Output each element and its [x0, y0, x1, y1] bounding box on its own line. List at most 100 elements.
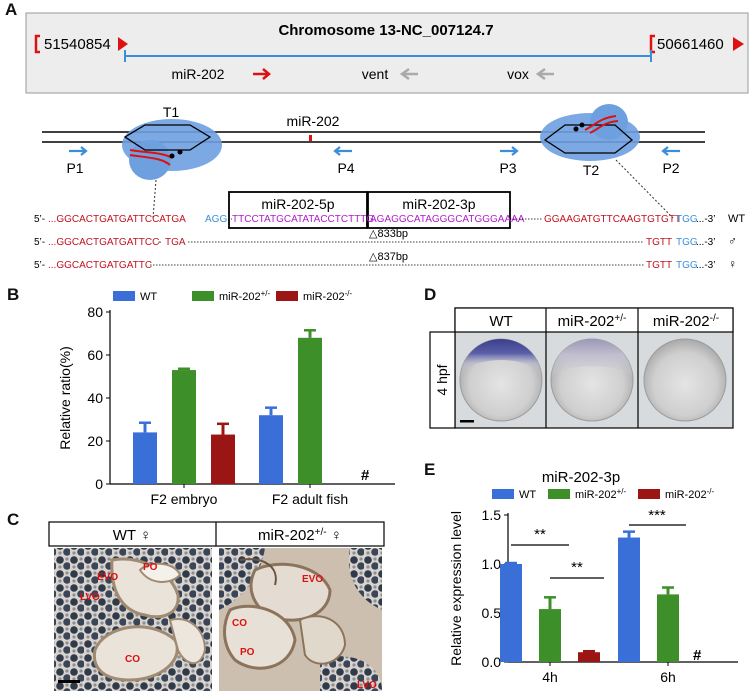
c-left-lvo: LVO: [80, 592, 100, 603]
svg-text:5’-: 5’-: [34, 237, 45, 248]
talen-t1: [122, 119, 222, 180]
gene-vox: vox: [507, 66, 529, 82]
y-tick-label-1: 20: [87, 433, 103, 449]
primer-p3: P3: [499, 160, 516, 176]
bar-0-2: [211, 434, 235, 484]
mir202-5p-box: [228, 191, 368, 229]
legend-label-0: WT: [140, 291, 157, 303]
bar-0-1: [539, 609, 561, 662]
legend-swatch-1: [192, 291, 214, 301]
d-header-het: miR-202+/-: [558, 313, 627, 331]
right-coord: 50661460: [657, 36, 724, 53]
mir202-5p-label: miR-202-5p: [261, 196, 334, 212]
svg-text:△833bp: △833bp: [369, 228, 408, 240]
primer-p3-arrow-icon: [500, 146, 519, 156]
svg-text:TGTT: TGTT: [646, 260, 672, 271]
y-tick-label-0: 0: [95, 476, 103, 492]
primer-p2: P2: [662, 160, 679, 176]
gene-vent: vent: [362, 66, 389, 82]
primer-p2-arrow-icon: [661, 146, 680, 156]
svg-text:...GGCACTGATGATTC: ...GGCACTGATGATTC: [48, 260, 152, 271]
panel-b-label: B: [7, 285, 20, 304]
legend-swatch-2: [276, 291, 298, 301]
chromosome-box: [25, 12, 749, 94]
chart-e: miR-202-3p WT miR-202+/- miR-202-/- 0.0 0.5 1.…: [448, 469, 738, 685]
bar-0-0: [500, 564, 522, 662]
legend-label-2: miR-202-/-: [303, 289, 352, 304]
gene-mir202: miR-202: [172, 66, 225, 82]
panel-a-graphic: Chromosome 13-NC_007124.7 51540854 50661…: [25, 12, 749, 271]
svg-text:...-3’: ...-3’: [696, 260, 715, 271]
svg-text:5’-: 5’-: [34, 260, 45, 271]
legend-label-2: miR-202-/-: [665, 487, 714, 502]
legend-label-0: WT: [519, 489, 536, 501]
talen-t2: [540, 104, 640, 161]
panel-c-header-het: miR-202+/- ♀: [258, 527, 342, 545]
panel-a-label: A: [5, 0, 18, 19]
svg-text:...-3’: ...-3’: [696, 237, 715, 248]
x-tick-label-0: F2 embryo: [151, 491, 218, 507]
panel-c-graphic: WT ♀ miR-202+/- ♀ EVO PO LVO CO EVO CO P…: [48, 521, 385, 691]
bar-0-2: [578, 652, 600, 662]
mir202-3p-label: miR-202-3p: [402, 196, 475, 212]
d-row-label: 4 hpf: [434, 364, 450, 395]
svg-text:TGG: TGG: [676, 260, 698, 271]
svg-text:WT: WT: [728, 213, 745, 225]
svg-text:♂: ♂: [728, 234, 737, 248]
y-tick-label-3: 60: [87, 347, 103, 363]
primer-p1: P1: [66, 160, 83, 176]
histology-right: [219, 548, 382, 691]
svg-text:TGTT: TGTT: [646, 237, 672, 248]
primer-p4: P4: [337, 160, 354, 176]
svg-text:△837bp: △837bp: [369, 251, 408, 263]
x-tick-label-1: 6h: [660, 669, 676, 685]
bar-1-0: [618, 537, 640, 662]
panel-d-label: D: [424, 285, 437, 304]
legend-label-1: miR-202+/-: [575, 487, 626, 502]
legend-swatch-0: [492, 489, 514, 499]
x-tick-label-1: F2 adult fish: [272, 491, 348, 507]
d-header-wt: WT: [489, 313, 512, 330]
chart-b: WT miR-202+/- miR-202-/- 0 20 40 60 80 Relative …: [57, 289, 395, 507]
bar-1-0: [259, 415, 283, 484]
svg-text:TGG: TGG: [676, 214, 698, 225]
bar-1-1: [657, 594, 679, 662]
y-tick-label-4: 80: [87, 304, 103, 320]
marker-label: miR-202: [287, 113, 340, 129]
legend-label-1: miR-202+/-: [219, 289, 270, 304]
y-tick-label-2: 40: [87, 390, 103, 406]
svg-text:♀: ♀: [728, 257, 737, 271]
svg-text:5’-: 5’-: [34, 214, 45, 225]
d-header-hom: miR-202-/-: [653, 313, 719, 331]
c-right-evo: EVO: [302, 574, 323, 585]
left-coord: 51540854: [44, 36, 111, 53]
svg-text:-: -: [158, 237, 161, 248]
svg-text:GGAAGATGTTCAAGTGTGTT: GGAAGATGTTCAAGTGTGTT: [544, 214, 681, 225]
x-tick-label-0: 4h: [542, 669, 558, 685]
panel-d-graphic: WT miR-202+/- miR-202-/- 4 hpf: [429, 307, 734, 429]
c-left-co: CO: [125, 654, 140, 665]
vox-arrow-icon: [535, 67, 554, 81]
mir202-3p-box: [367, 191, 511, 229]
svg-text:TGG: TGG: [676, 237, 698, 248]
primer-p4-arrow-icon: [333, 146, 352, 156]
panel-c-label: C: [7, 510, 20, 529]
talen-t2-label: T2: [583, 162, 600, 178]
y-tick-label-0: 0.0: [482, 654, 502, 670]
y-tick-label-1: 0.5: [482, 605, 502, 621]
embryo-hom: [643, 338, 727, 422]
svg-text:TGA: TGA: [165, 237, 186, 248]
svg-text:...-3’: ...-3’: [696, 214, 715, 225]
legend-swatch-1: [548, 489, 570, 499]
panel-c-header-wt: WT ♀: [113, 527, 151, 544]
mir202-arrow-icon: [253, 68, 271, 80]
right-arrowhead-icon: [733, 37, 744, 51]
legend-swatch-0: [113, 291, 135, 301]
embryo-het: [550, 338, 634, 422]
primer-p1-arrow-icon: [69, 146, 88, 156]
svg-text:...GGCACTGATGATTCCATGA: ...GGCACTGATGATTCCATGA: [48, 214, 186, 225]
sig-label-1: **: [571, 559, 583, 576]
c-right-po: PO: [240, 647, 255, 658]
svg-text:...GGCACTGATGATTCC: ...GGCACTGATGATTCC: [48, 237, 159, 248]
hash-mark: #: [361, 467, 370, 484]
